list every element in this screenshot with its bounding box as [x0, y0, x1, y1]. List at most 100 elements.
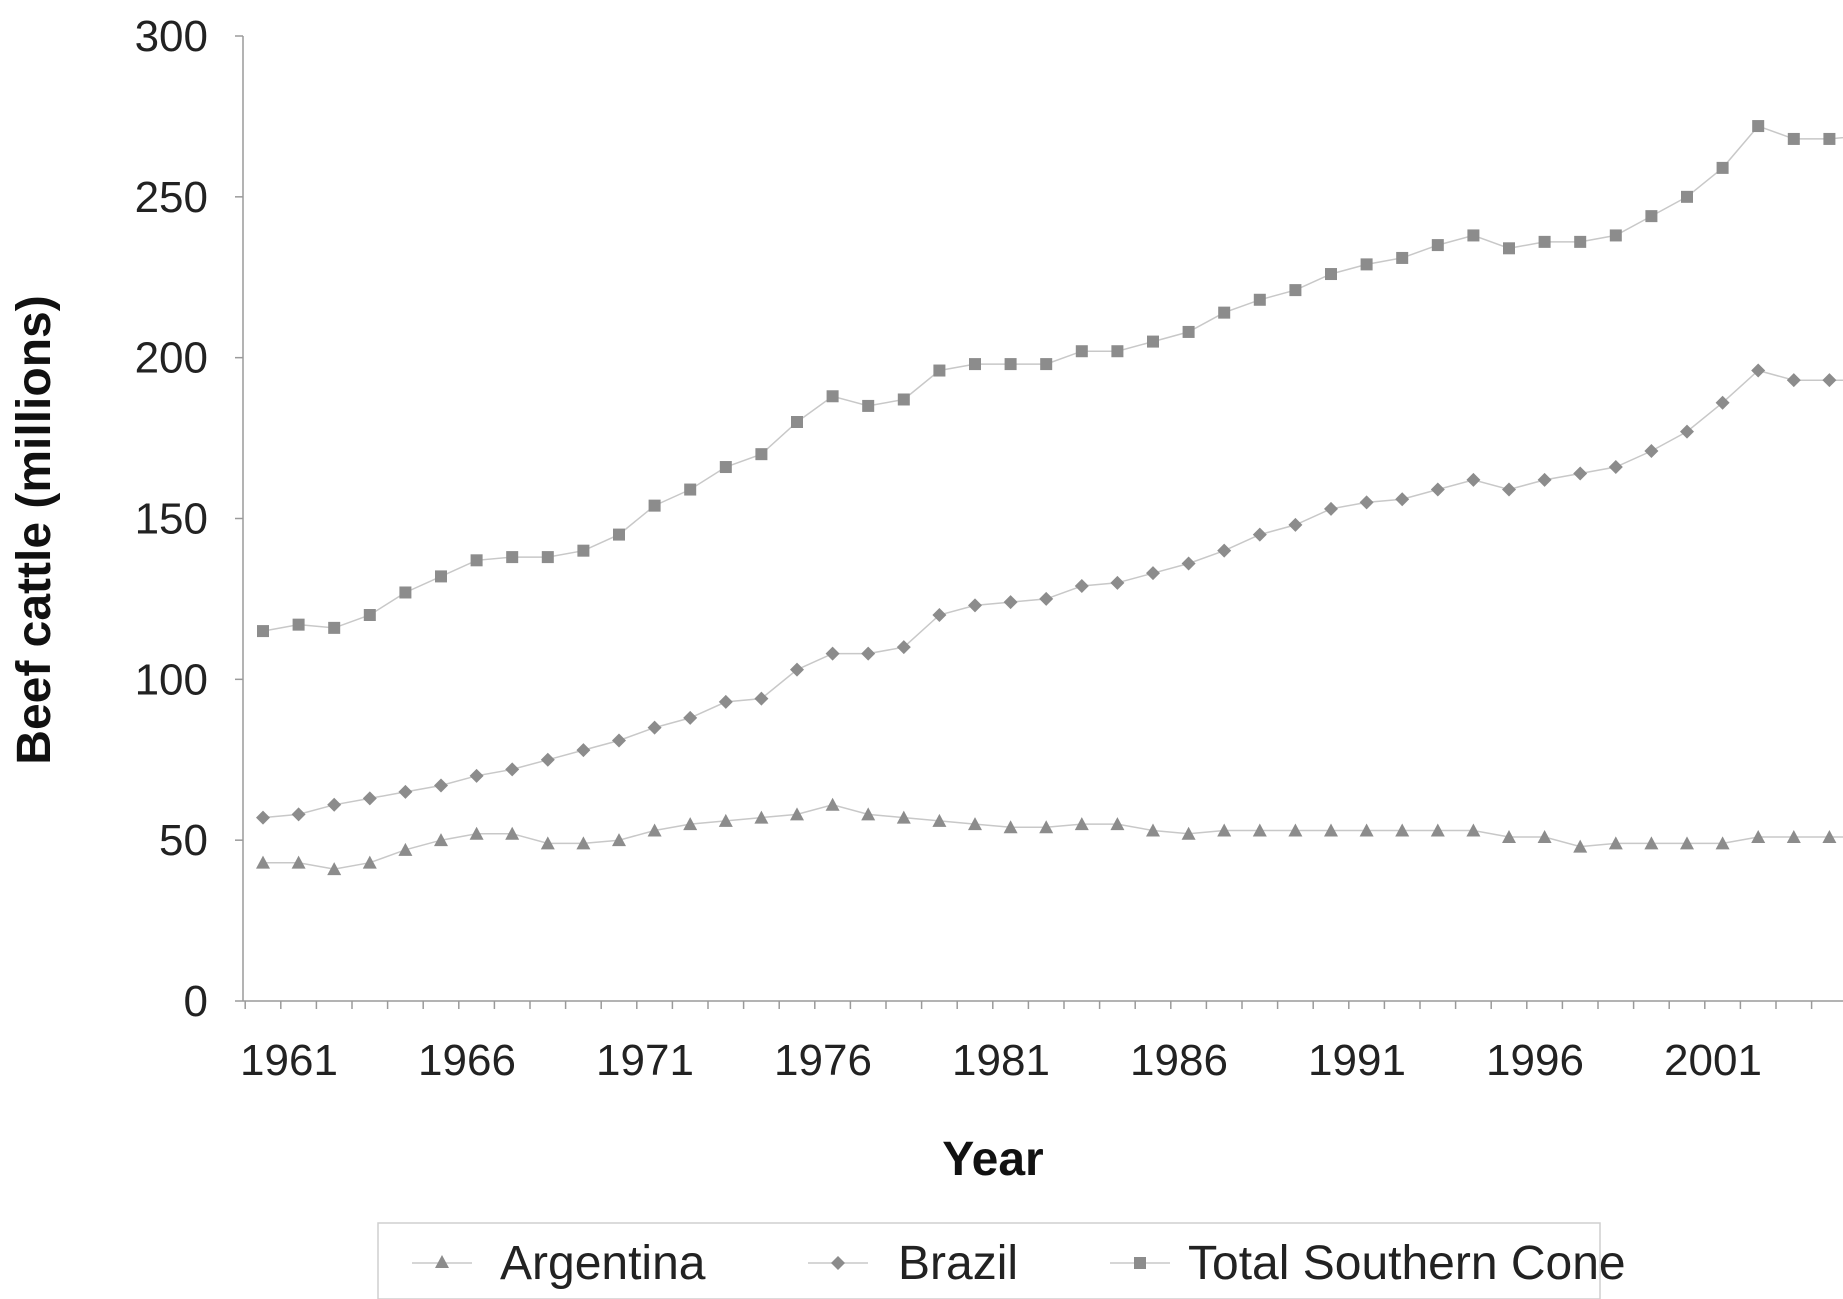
data-point-argentina [1217, 823, 1232, 837]
data-point-brazil [1786, 373, 1801, 388]
data-point-argentina [861, 807, 876, 821]
data-point-argentina [434, 833, 448, 847]
data-point-brazil [612, 733, 626, 748]
data-point-total-southern-cone [1004, 358, 1017, 371]
data-point-total-southern-cone [1787, 132, 1800, 145]
data-point-argentina [1715, 836, 1730, 850]
y-tick-label: 150 [135, 495, 208, 544]
data-point-brazil [932, 608, 947, 622]
y-tick-label: 0 [184, 977, 208, 1026]
data-point-brazil [469, 768, 484, 783]
data-point-brazil [1751, 363, 1766, 378]
x-tick-label: 2001 [1664, 1036, 1762, 1085]
data-point-total-southern-cone [1040, 358, 1053, 371]
data-point-brazil [1039, 591, 1054, 606]
data-point-brazil [825, 646, 840, 661]
y-tick-label: 50 [159, 816, 208, 865]
data-point-total-southern-cone [1716, 161, 1729, 174]
data-point-total-southern-cone [1645, 210, 1658, 223]
data-point-brazil [754, 691, 769, 706]
data-point-brazil [505, 762, 520, 777]
data-point-argentina [647, 823, 662, 837]
x-axis: 1961 1966 1971 1976 1981 1986 1991 1996 2001 [240, 1000, 1843, 1085]
data-point-total-southern-cone [1823, 132, 1836, 145]
data-point-brazil [362, 791, 377, 806]
data-point-argentina [398, 842, 413, 856]
data-point-argentina [540, 836, 555, 850]
data-point-brazil [434, 778, 448, 793]
x-tick-label: 1996 [1486, 1036, 1584, 1085]
x-tick-label: 1981 [952, 1036, 1050, 1085]
legend-label-brazil: Brazil [898, 1237, 1018, 1290]
series-argentina [256, 797, 1843, 876]
data-point-argentina [1608, 836, 1623, 850]
data-point-argentina [754, 810, 769, 824]
x-axis-title: Year [942, 1133, 1043, 1186]
y-axis-ticks: 0 50 100 150 200 250 300 [135, 12, 243, 1026]
data-point-argentina [362, 855, 377, 869]
data-point-argentina [1288, 823, 1303, 837]
data-point-total-southern-cone [613, 528, 625, 541]
data-point-argentina [790, 807, 804, 821]
data-point-argentina [1466, 823, 1481, 837]
data-point-argentina [1110, 817, 1125, 831]
data-point-brazil [1537, 472, 1552, 487]
data-point-brazil [256, 810, 270, 825]
data-point-brazil [896, 640, 911, 655]
data-point-total-southern-cone [826, 390, 839, 403]
data-point-total-southern-cone [648, 499, 661, 512]
data-point-brazil [1359, 495, 1374, 510]
data-point-argentina [1573, 839, 1588, 853]
legend-label-total-southern-cone: Total Southern Cone [1188, 1237, 1626, 1290]
data-point-total-southern-cone [1253, 293, 1266, 306]
data-point-total-southern-cone [1431, 239, 1444, 252]
data-point-total-southern-cone [1075, 345, 1088, 358]
data-point-total-southern-cone [1182, 325, 1195, 338]
data-point-argentina [1146, 823, 1160, 837]
data-point-argentina [1359, 823, 1374, 837]
data-point-brazil [1003, 595, 1018, 610]
data-point-total-southern-cone [328, 621, 341, 634]
data-point-brazil [1252, 527, 1267, 542]
y-tick-label: 100 [135, 655, 208, 704]
data-point-brazil [540, 752, 555, 767]
data-point-brazil [861, 646, 876, 661]
data-point-argentina [1502, 829, 1516, 843]
legend-label-argentina: Argentina [500, 1237, 706, 1290]
y-axis: 0 50 100 150 200 250 300 [135, 12, 244, 1026]
legend-box [377, 1222, 1601, 1299]
data-point-argentina [612, 833, 626, 847]
data-point-argentina [896, 810, 911, 824]
legend-marker-diamond [831, 1256, 845, 1270]
data-point-total-southern-cone [1289, 284, 1302, 297]
data-point-argentina [1003, 820, 1018, 834]
data-point-brazil [576, 743, 591, 758]
data-point-total-southern-cone [755, 448, 768, 461]
x-tick-label: 1971 [596, 1036, 694, 1085]
data-point-brazil [1822, 373, 1837, 388]
data-point-argentina [825, 797, 840, 811]
data-point-total-southern-cone [1325, 268, 1337, 281]
data-point-total-southern-cone [1681, 190, 1693, 203]
data-point-argentina [1751, 829, 1766, 843]
data-point-argentina [1680, 836, 1694, 850]
x-tick-label: 1976 [774, 1036, 872, 1085]
data-point-argentina [291, 855, 306, 869]
series-line-total-southern-cone [262, 125, 1843, 632]
data-point-argentina [1822, 829, 1837, 843]
legend-item-brazil: Brazil [808, 1237, 1018, 1290]
data-point-brazil [398, 784, 413, 799]
data-point-argentina [1786, 829, 1801, 843]
data-point-argentina [1644, 836, 1659, 850]
data-point-brazil [683, 710, 698, 725]
data-point-brazil [1680, 424, 1694, 439]
data-point-total-southern-cone [1147, 335, 1159, 348]
x-tick-label: 1986 [1130, 1036, 1228, 1085]
data-point-brazil [1502, 482, 1516, 497]
data-point-argentina [576, 836, 591, 850]
data-point-total-southern-cone [1396, 251, 1409, 264]
data-point-brazil [1573, 466, 1588, 481]
data-point-total-southern-cone [292, 618, 305, 631]
data-point-total-southern-cone [1467, 229, 1480, 242]
data-point-total-southern-cone [363, 609, 376, 621]
